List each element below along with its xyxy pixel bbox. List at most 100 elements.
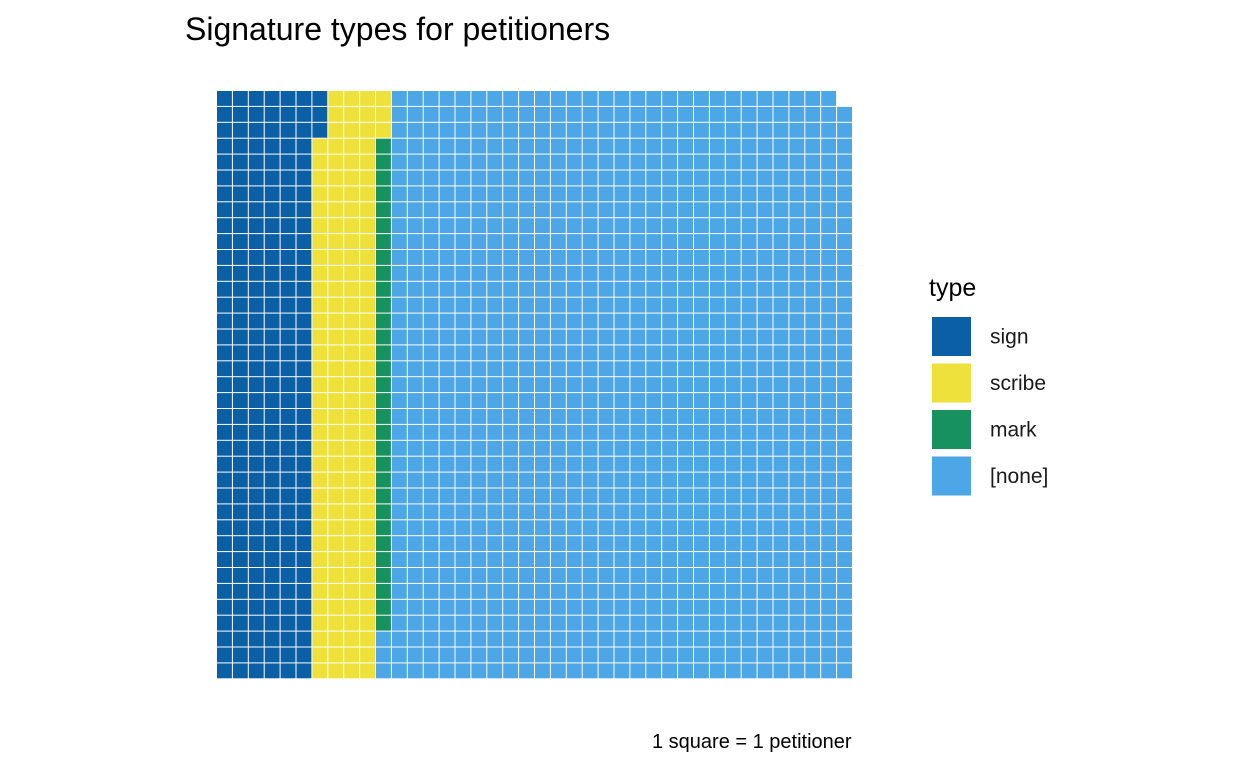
waffle-square (789, 122, 805, 138)
waffle-square (487, 186, 503, 202)
waffle-square (614, 313, 630, 329)
waffle-square (789, 520, 805, 536)
waffle-square (312, 313, 328, 329)
waffle-square (264, 154, 280, 170)
waffle-square (391, 424, 407, 440)
waffle-square (789, 138, 805, 154)
waffle-square (360, 504, 375, 520)
waffle-square (566, 361, 582, 377)
waffle-square (837, 218, 852, 234)
waffle-square (423, 663, 439, 679)
waffle-square (232, 154, 248, 170)
waffle-square (471, 440, 487, 456)
waffle-square (582, 472, 598, 488)
waffle-square (598, 218, 614, 234)
waffle-square (646, 313, 662, 329)
waffle-square (598, 138, 614, 154)
waffle-square (678, 440, 693, 456)
waffle-square (694, 472, 709, 488)
waffle-square (757, 361, 773, 377)
waffle-square (280, 520, 296, 536)
waffle-square (789, 456, 805, 472)
waffle-square (614, 281, 630, 297)
waffle-square (535, 663, 550, 679)
waffle-square (550, 361, 566, 377)
waffle-square (439, 154, 455, 170)
waffle-square (519, 393, 534, 408)
waffle-square (566, 552, 582, 567)
waffle-square (391, 329, 407, 345)
waffle-square (264, 520, 280, 536)
waffle-square (709, 599, 725, 615)
waffle-square (678, 488, 693, 504)
waffle-square (741, 456, 757, 472)
waffle-square (439, 234, 455, 249)
waffle-square (296, 297, 312, 313)
waffle-square (662, 456, 678, 472)
waffle-square (471, 265, 487, 281)
waffle-square (296, 313, 312, 329)
waffle-square (805, 265, 821, 281)
waffle-square (694, 504, 709, 520)
waffle-square (614, 377, 630, 393)
waffle-square (217, 409, 232, 424)
waffle-square (264, 186, 280, 202)
waffle-square (471, 329, 487, 345)
waffle-square (376, 218, 391, 234)
waffle-square (248, 170, 264, 186)
waffle-square (821, 568, 837, 583)
waffle-square (789, 568, 805, 583)
waffle-square (471, 663, 487, 679)
waffle-square (535, 186, 550, 202)
waffle-square (328, 218, 344, 234)
waffle-square (789, 313, 805, 329)
waffle-square (248, 250, 264, 265)
waffle-square (471, 409, 487, 424)
waffle-square (773, 583, 789, 599)
waffle-square (789, 488, 805, 504)
waffle-square (264, 663, 280, 679)
waffle-square (264, 202, 280, 218)
waffle-square (217, 663, 232, 679)
waffle-square (630, 361, 646, 377)
waffle-square (376, 552, 391, 567)
waffle-square (280, 440, 296, 456)
waffle-square (789, 536, 805, 552)
waffle-square (264, 313, 280, 329)
waffle-square (280, 106, 296, 122)
waffle-square (614, 599, 630, 615)
waffle-square (646, 234, 662, 249)
waffle-square (423, 106, 439, 122)
waffle-square (296, 631, 312, 647)
waffle-square (725, 393, 741, 408)
waffle-square (821, 106, 837, 122)
waffle-square (805, 377, 821, 393)
waffle-square (344, 424, 360, 440)
waffle-square (535, 583, 550, 599)
waffle-square (646, 631, 662, 647)
waffle-square (503, 440, 519, 456)
waffle-square (725, 345, 741, 361)
waffle-square (217, 202, 232, 218)
waffle-square (217, 520, 232, 536)
waffle-square (598, 345, 614, 361)
waffle-square (312, 91, 328, 106)
waffle-square (423, 361, 439, 377)
chart-title: Signature types for petitioners (185, 11, 610, 47)
waffle-square (582, 647, 598, 663)
waffle-square (328, 313, 344, 329)
waffle-square (503, 329, 519, 345)
waffle-square (614, 170, 630, 186)
waffle-square (709, 393, 725, 408)
waffle-square (360, 345, 375, 361)
waffle-square (837, 170, 852, 186)
waffle-square (773, 234, 789, 249)
waffle-square (439, 377, 455, 393)
waffle-square (487, 552, 503, 567)
waffle-square (296, 154, 312, 170)
waffle-square (725, 488, 741, 504)
waffle-square (630, 377, 646, 393)
waffle-square (487, 393, 503, 408)
waffle-square (471, 361, 487, 377)
waffle-square (614, 552, 630, 567)
